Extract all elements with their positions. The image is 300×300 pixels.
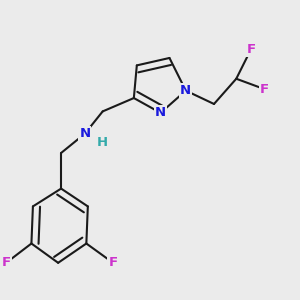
Text: F: F	[109, 256, 118, 269]
Text: F: F	[2, 256, 11, 269]
Text: N: N	[79, 127, 90, 140]
Text: N: N	[155, 106, 166, 119]
Text: F: F	[247, 43, 256, 56]
Text: H: H	[97, 136, 108, 149]
Text: F: F	[260, 82, 269, 96]
Text: N: N	[180, 84, 191, 97]
